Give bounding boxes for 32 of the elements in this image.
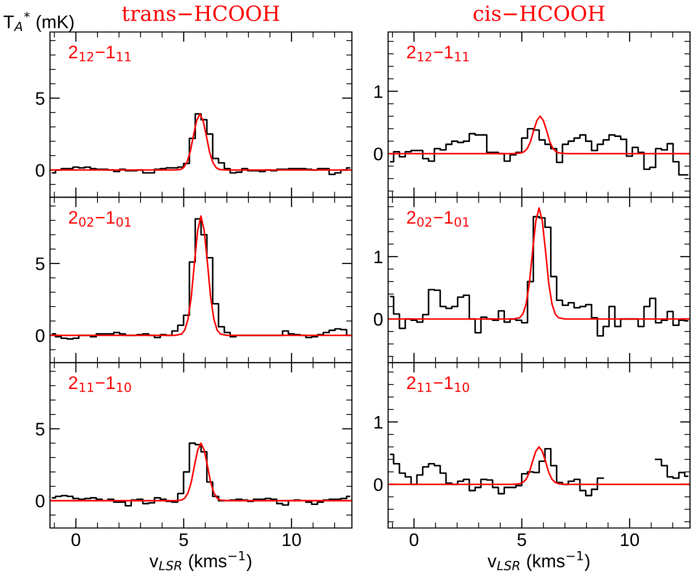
y-tick-label: 0	[374, 312, 383, 326]
x-tick-label: 0	[72, 533, 80, 546]
y-tick-label: 5	[36, 422, 44, 436]
annotation: 2$_{11}$−1$_{10}$	[69, 376, 131, 392]
y-tick-label: 1	[374, 85, 382, 98]
line-series	[388, 446, 690, 486]
x-tick-label: 10	[282, 533, 301, 546]
line-series	[388, 207, 690, 320]
x-axis-title: v$_{LSR}$ (kms$^{−1}$)	[488, 551, 590, 571]
annotation: 2$_{02}$−1$_{01}$	[407, 211, 469, 227]
y-tick-label: 0	[374, 148, 383, 160]
x-tick-label: 5	[518, 534, 526, 546]
y-tick-label: 0	[374, 478, 383, 492]
annotation: 2$_{12}$−1$_{11}$	[407, 46, 469, 62]
y-axis-title: T$_{A}$$^{*}$ (mK)	[4, 12, 74, 32]
y-tick-label: 0	[36, 329, 44, 342]
chart-title: cis−HCOOH	[474, 5, 604, 22]
annotation: 2$_{11}$−1$_{10}$	[407, 376, 470, 392]
y-tick-label: 5	[36, 258, 44, 270]
annotation: 2$_{02}$−1$_{01}$	[69, 211, 131, 227]
y-tick-label: 1	[374, 250, 382, 264]
line-series	[388, 115, 690, 154]
y-tick-label: 0	[36, 494, 44, 508]
y-tick-label: 5	[36, 92, 44, 105]
x-axis-title: v$_{LSR}$ (kms$^{−1}$)	[149, 551, 252, 571]
annotation: 2$_{12}$−1$_{11}$	[69, 46, 131, 62]
x-tick-label: 5	[179, 534, 188, 546]
y-tick-label: 0	[36, 164, 44, 177]
chart-title: trans−HCOOH	[122, 5, 280, 22]
y-tick-label: 1	[374, 416, 382, 428]
x-tick-label: 0	[410, 533, 418, 546]
x-tick-label: 10	[620, 533, 639, 546]
